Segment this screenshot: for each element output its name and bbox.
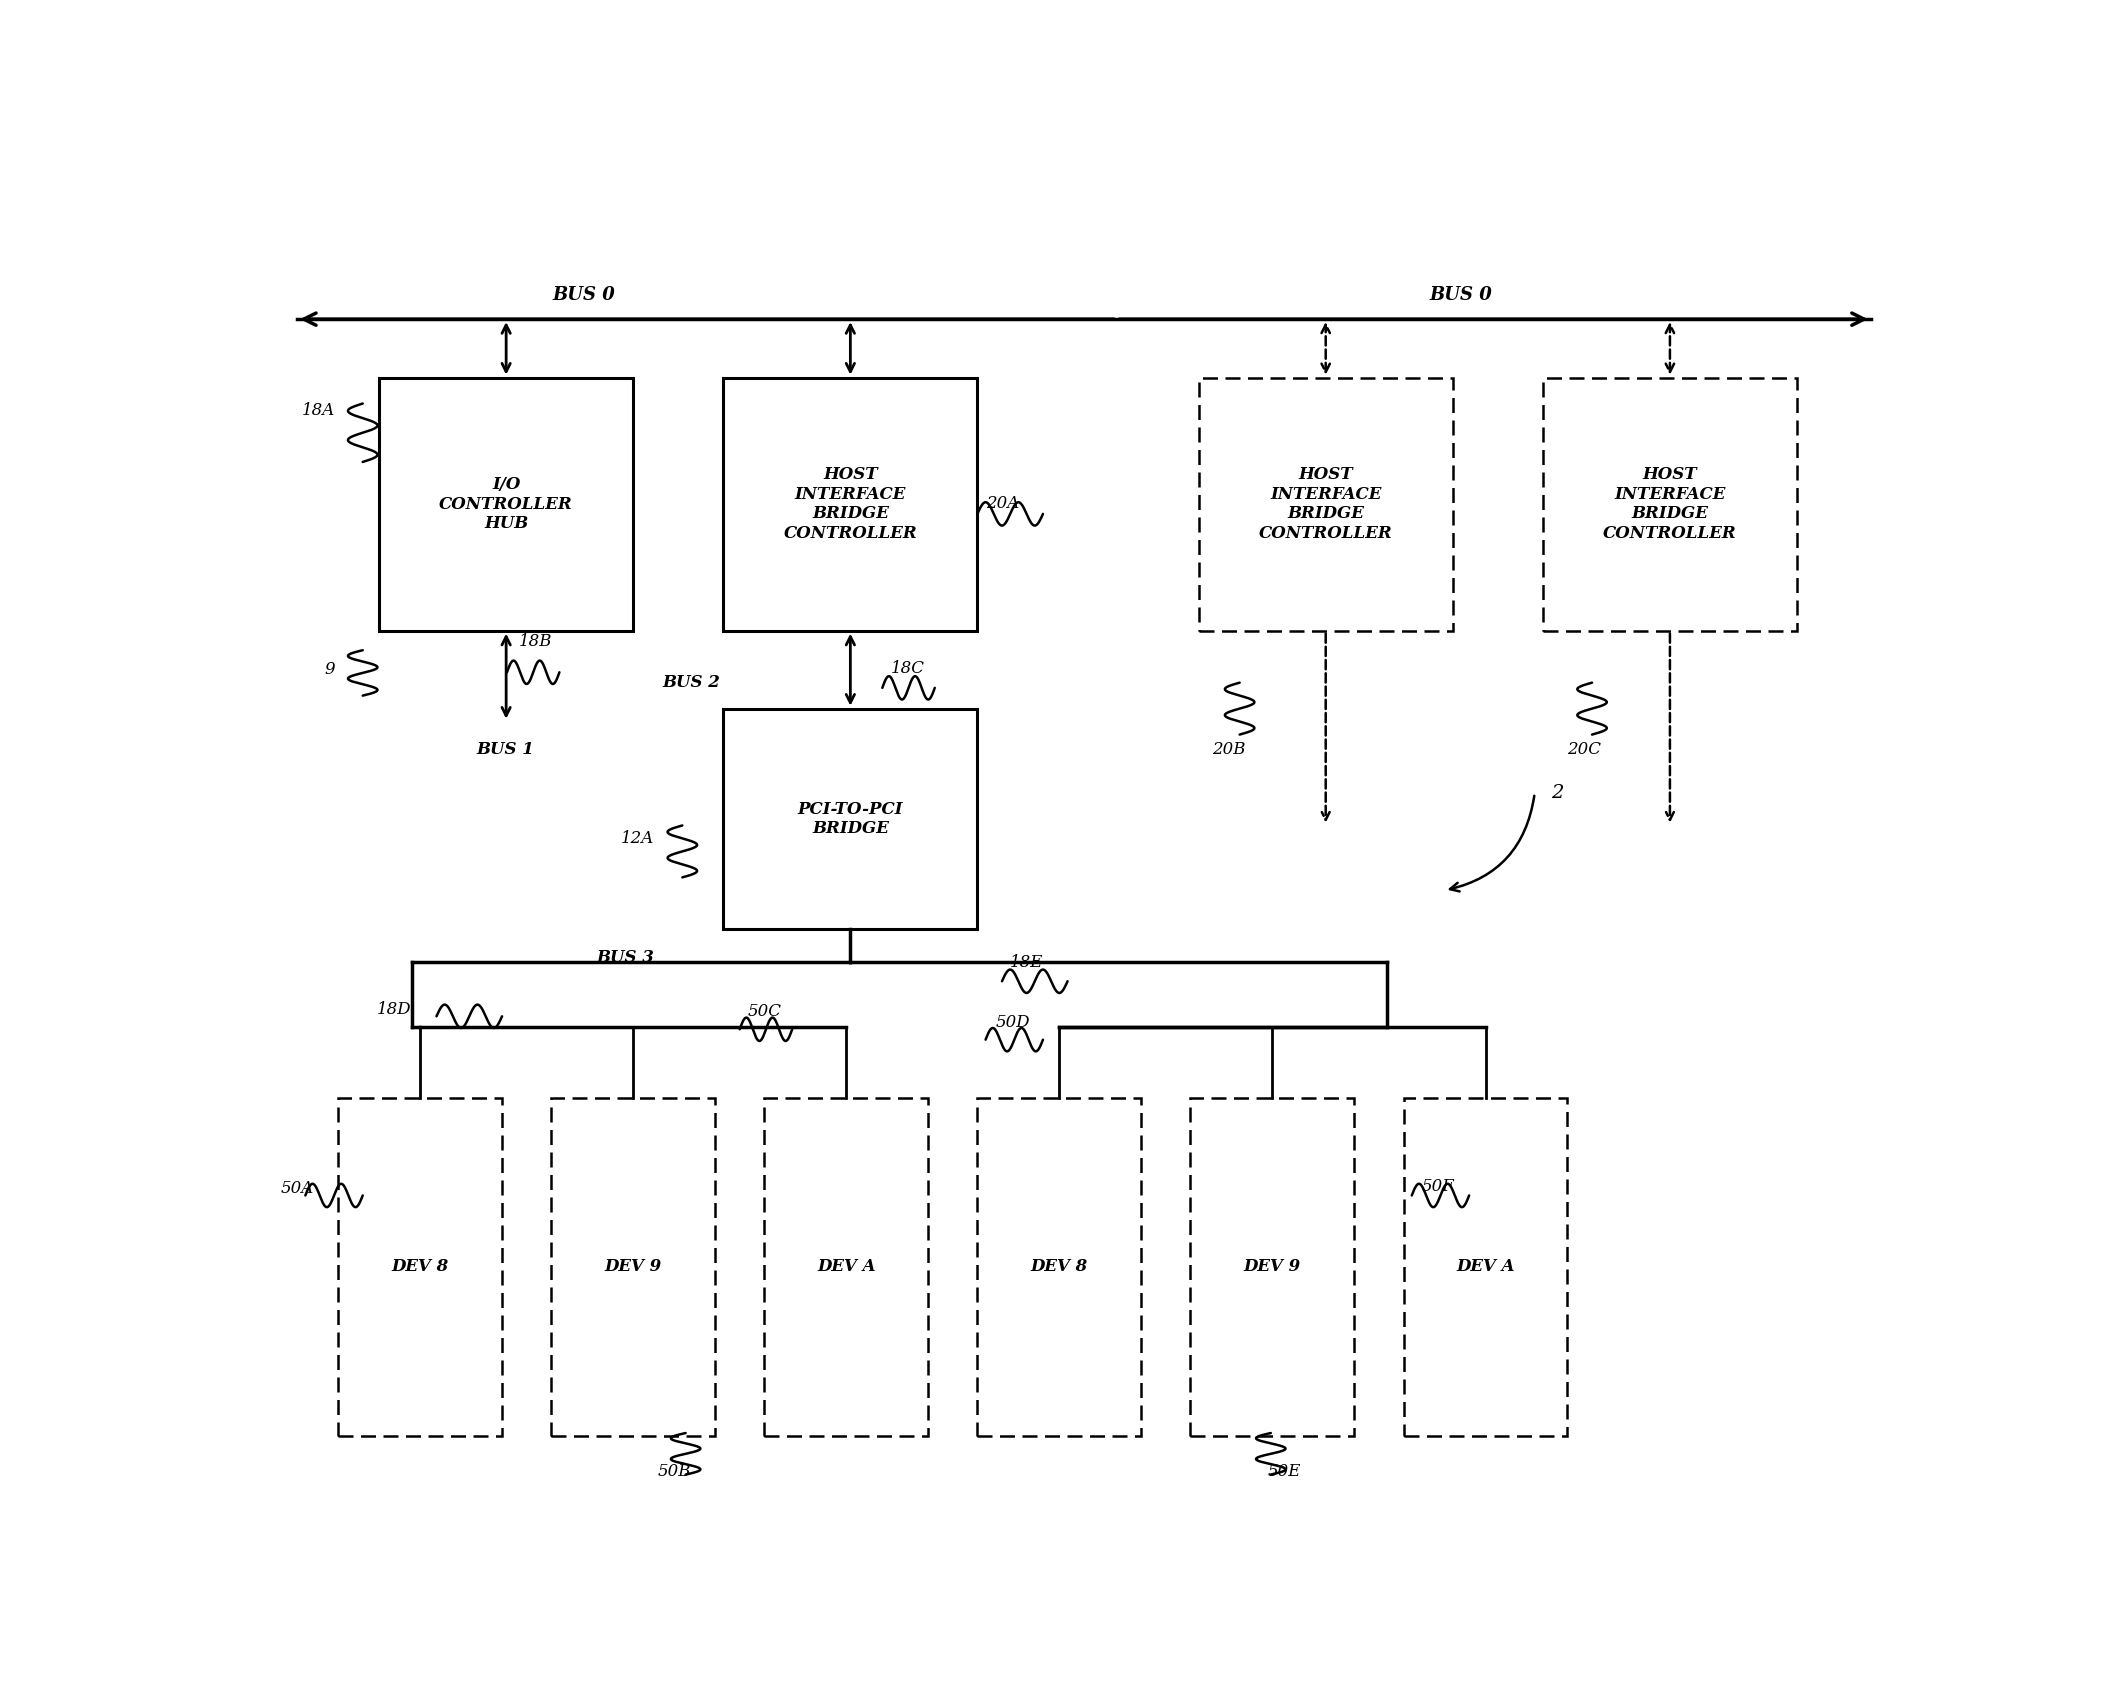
Text: 50A: 50A	[281, 1180, 313, 1197]
Text: DEV A: DEV A	[1457, 1258, 1514, 1275]
Text: 50F: 50F	[1421, 1179, 1455, 1195]
Text: HOST
INTERFACE
BRIDGE
CONTROLLER: HOST INTERFACE BRIDGE CONTROLLER	[1258, 467, 1392, 543]
Text: I/O
CONTROLLER
HUB: I/O CONTROLLER HUB	[440, 475, 573, 533]
Text: 18C: 18C	[890, 661, 924, 678]
Text: 50B: 50B	[658, 1463, 692, 1480]
Text: 18D: 18D	[376, 1001, 412, 1018]
Bar	[552, 1098, 715, 1436]
Bar	[764, 1098, 928, 1436]
Text: 12A: 12A	[622, 830, 654, 846]
Text: 50D: 50D	[996, 1013, 1030, 1030]
Text: 9: 9	[324, 661, 334, 678]
Text: HOST
INTERFACE
BRIDGE
CONTROLLER: HOST INTERFACE BRIDGE CONTROLLER	[1603, 467, 1736, 543]
Text: 18E: 18E	[1011, 954, 1043, 971]
Bar	[338, 1098, 501, 1436]
Bar	[1404, 1098, 1567, 1436]
Text: PCI-TO-PCI
BRIDGE: PCI-TO-PCI BRIDGE	[797, 801, 903, 838]
Bar	[1544, 378, 1798, 631]
Text: 18A: 18A	[302, 401, 334, 418]
Text: 20C: 20C	[1567, 742, 1601, 759]
Bar	[1191, 1098, 1354, 1436]
Bar	[379, 378, 632, 631]
Text: 20B: 20B	[1212, 742, 1246, 759]
Bar	[1199, 378, 1453, 631]
Text: 50E: 50E	[1267, 1463, 1301, 1480]
Bar	[723, 708, 977, 929]
Text: 2: 2	[1550, 784, 1563, 803]
Text: 50C: 50C	[749, 1003, 783, 1020]
Bar	[977, 1098, 1142, 1436]
Text: 18B: 18B	[518, 634, 552, 651]
Text: DEV 8: DEV 8	[391, 1258, 448, 1275]
Text: BUS 3: BUS 3	[596, 949, 654, 966]
Text: HOST
INTERFACE
BRIDGE
CONTROLLER: HOST INTERFACE BRIDGE CONTROLLER	[783, 467, 918, 543]
Text: BUS 1: BUS 1	[476, 742, 535, 759]
Text: DEV 9: DEV 9	[1244, 1258, 1301, 1275]
Text: 20A: 20A	[986, 496, 1019, 513]
Text: BUS 0: BUS 0	[1430, 285, 1493, 303]
Text: BUS 0: BUS 0	[552, 285, 615, 303]
Text: DEV A: DEV A	[816, 1258, 876, 1275]
Text: DEV 8: DEV 8	[1030, 1258, 1087, 1275]
Text: DEV 9: DEV 9	[605, 1258, 662, 1275]
Text: BUS 2: BUS 2	[662, 674, 719, 691]
Bar	[723, 378, 977, 631]
